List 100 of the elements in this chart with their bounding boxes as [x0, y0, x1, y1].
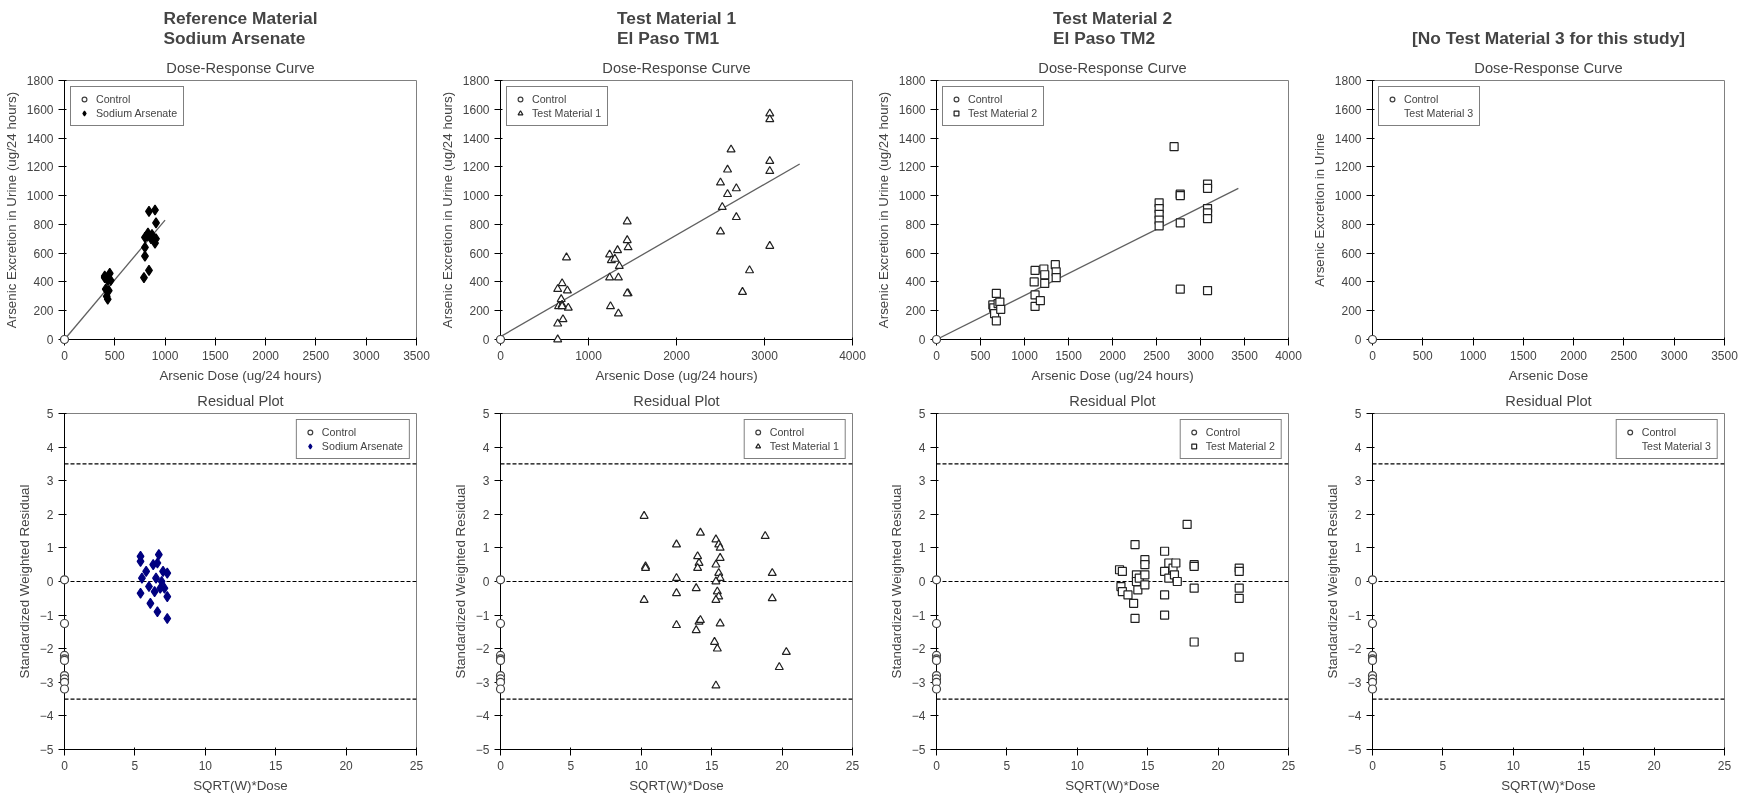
y-tick-label: 1	[482, 541, 490, 556]
x-tick-label: 10	[634, 758, 649, 773]
y-tick-label: 3	[918, 474, 926, 489]
y-tick-label: 1400	[1334, 131, 1362, 146]
x-tick-label: 0	[497, 348, 505, 363]
x-tick-label: 1500	[1510, 348, 1538, 363]
x-axis-title: SQRT(W)*Dose	[629, 777, 724, 793]
x-tick-label: 5	[1439, 758, 1447, 773]
x-tick-label: 1000	[1011, 348, 1039, 363]
legend-label: Test Material 3	[1641, 440, 1711, 452]
y-tick-label: −1	[1347, 608, 1362, 623]
y-tick-label: 1200	[1334, 160, 1362, 175]
chart-title: Residual Plot	[633, 392, 720, 409]
chart-title: Reference Material Sodium Arsenate	[163, 7, 318, 48]
y-tick-label: 0	[1354, 575, 1362, 589]
y-tick-label: 3	[482, 474, 490, 489]
y-tick-label: 0	[46, 333, 54, 347]
x-tick-label: 1000	[575, 348, 603, 363]
y-tick-label: 600	[469, 246, 490, 261]
x-tick-label: 0	[1369, 348, 1377, 363]
x-tick-label: 3000	[352, 348, 380, 363]
y-tick-label: −2	[475, 642, 490, 657]
x-tick-label: 15	[1141, 758, 1155, 773]
y-axis-title: Arsenic Excretion in Urine (ug/24 hours)	[3, 91, 19, 329]
y-tick-label: 1400	[898, 131, 926, 146]
y-tick-label: 800	[1341, 217, 1362, 232]
y-tick-label: −3	[911, 675, 926, 690]
x-tick-label: 5	[567, 758, 575, 773]
y-tick-label: 3	[1354, 474, 1362, 489]
chart-subtitle: Dose-Response Curve	[166, 59, 315, 76]
y-tick-label: 4	[482, 440, 490, 455]
y-axis-title: Arsenic Excretion in Urine	[1311, 133, 1327, 287]
legend-label: Sodium Arsenate	[96, 107, 178, 119]
x-tick-label: 4000	[1275, 348, 1303, 363]
y-tick-label: 400	[905, 275, 926, 290]
x-tick-label: 1500	[1055, 348, 1083, 363]
legend-label: Test Material 1	[532, 107, 602, 119]
x-tick-label: 500	[104, 348, 126, 363]
y-tick-label: −1	[911, 608, 926, 623]
x-tick-label: 2000	[1099, 348, 1127, 363]
chart-subtitle: Dose-Response Curve	[602, 59, 751, 76]
legend-label: Control	[769, 426, 805, 438]
x-tick-label: 2000	[252, 348, 280, 363]
y-axis-title: Standardized Weighted Residual	[452, 484, 468, 679]
y-tick-label: 1000	[1334, 189, 1362, 204]
y-tick-label: 1600	[1334, 102, 1362, 117]
y-tick-label: 400	[469, 275, 490, 290]
y-tick-label: 1200	[26, 160, 54, 175]
y-tick-label: 1	[1354, 541, 1362, 556]
y-tick-label: 1	[918, 541, 926, 556]
y-tick-label: 1400	[462, 131, 490, 146]
chart-title: Test Material 2 El Paso TM2	[1052, 7, 1173, 48]
y-tick-label: 2	[1354, 507, 1362, 522]
y-tick-label: 200	[1341, 304, 1362, 319]
x-tick-label: 20	[1647, 758, 1662, 773]
y-tick-label: −3	[39, 675, 54, 690]
legend-label: Control	[1641, 426, 1677, 438]
y-tick-label: 4	[918, 440, 926, 455]
legend-label: Test Material 2	[968, 107, 1038, 119]
x-tick-label: 1500	[202, 348, 230, 363]
x-tick-label: 2000	[1560, 348, 1588, 363]
x-axis-title: Arsenic Dose (ug/24 hours)	[595, 367, 758, 383]
x-tick-label: 0	[61, 348, 69, 363]
y-tick-label: 4	[1354, 440, 1362, 455]
y-tick-label: −2	[39, 642, 54, 657]
x-tick-label: 25	[1281, 758, 1296, 773]
x-tick-label: 2000	[663, 348, 691, 363]
y-tick-label: 0	[482, 333, 490, 347]
y-tick-label: 2	[918, 507, 926, 522]
y-tick-label: 400	[33, 275, 54, 290]
y-tick-label: 5	[46, 407, 54, 421]
legend-label: Test Material 1	[769, 440, 839, 452]
y-tick-label: 600	[1341, 246, 1362, 261]
y-tick-label: 200	[469, 304, 490, 319]
x-tick-label: 25	[409, 758, 424, 773]
y-tick-label: −5	[39, 743, 54, 757]
y-tick-label: −5	[1347, 743, 1362, 757]
legend-label: Control	[532, 93, 567, 105]
y-tick-label: −4	[39, 709, 54, 724]
y-tick-label: −4	[911, 709, 926, 724]
x-tick-label: 0	[61, 758, 69, 773]
chart-title: [No Test Material 3 for this study]	[1411, 27, 1686, 48]
y-tick-label: 1200	[462, 160, 490, 175]
x-tick-label: 15	[269, 758, 283, 773]
y-tick-label: 1600	[462, 102, 490, 117]
x-tick-label: 0	[933, 348, 941, 363]
y-tick-label: 4	[46, 440, 54, 455]
y-tick-label: 1800	[1334, 74, 1362, 88]
y-tick-label: 1600	[898, 102, 926, 117]
y-tick-label: 0	[918, 333, 926, 347]
y-axis-title: Standardized Weighted Residual	[16, 484, 32, 679]
legend-label: Control	[968, 93, 1003, 105]
y-tick-label: −1	[475, 608, 490, 623]
x-tick-label: 20	[775, 758, 790, 773]
y-tick-label: 1200	[898, 160, 926, 175]
y-tick-label: 1800	[26, 74, 54, 88]
y-tick-label: 0	[482, 575, 490, 589]
legend-label: Control	[1404, 93, 1439, 105]
x-tick-label: 20	[1211, 758, 1226, 773]
y-tick-label: 1600	[26, 102, 54, 117]
